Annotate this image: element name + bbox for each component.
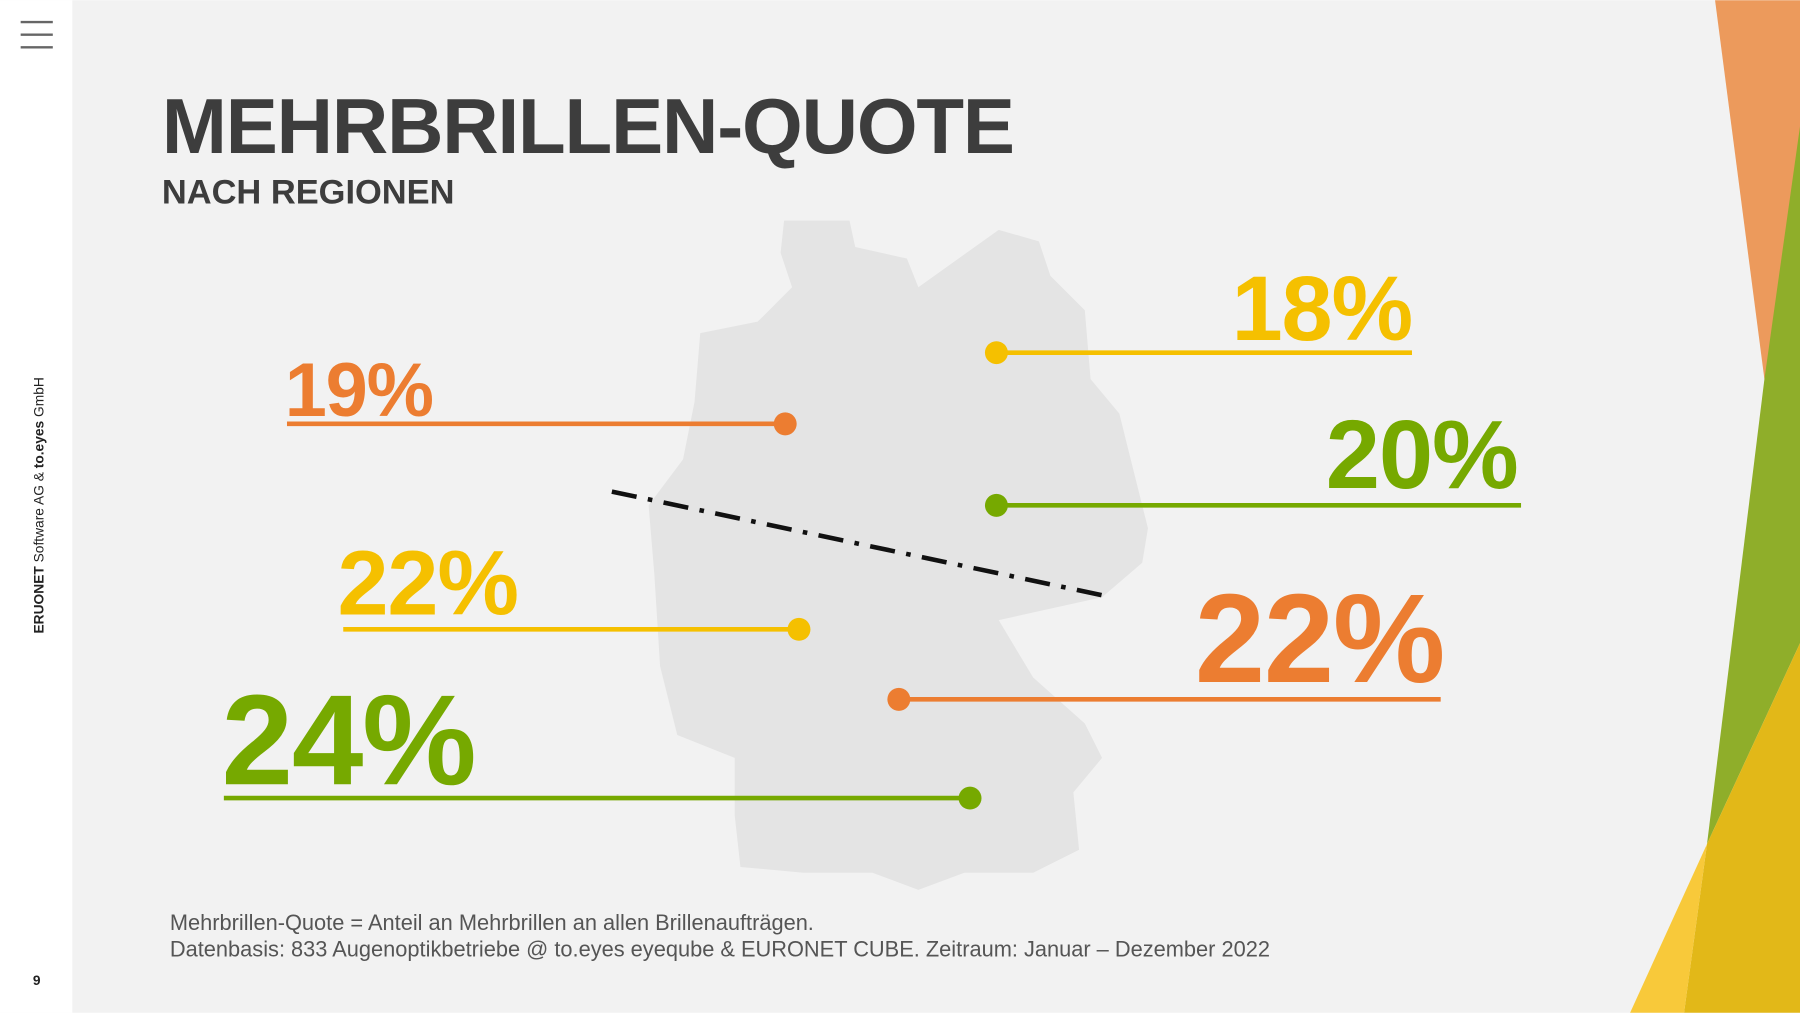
callout-value: 22% — [338, 532, 518, 634]
map — [648, 220, 1148, 890]
callout-value: 19% — [285, 348, 433, 433]
page-number: 9 — [33, 973, 41, 988]
footnote: Mehrbrillen-Quote = Anteil an Mehrbrille… — [170, 910, 814, 935]
menu-icon[interactable] — [20, 20, 53, 49]
subtitle: NACH REGIONEN — [162, 173, 455, 211]
callout-value: 18% — [1232, 258, 1412, 360]
company-line: ERUONET Software AG & to.eyes GmbH — [32, 377, 47, 633]
sidebar — [0, 0, 73, 1013]
callout-value: 24% — [222, 669, 476, 812]
decor — [1684, 643, 1800, 1013]
divider-line — [611, 489, 1112, 600]
company-text: GmbH — [32, 377, 47, 421]
callout-dot — [773, 412, 797, 436]
brand: to.eyes — [32, 420, 47, 468]
callout-dot — [787, 617, 811, 641]
brand: ERUONET — [32, 566, 47, 634]
callout-dot — [958, 786, 982, 810]
footnote: Datenbasis: 833 Augenoptikbetriebe @ to.… — [170, 937, 1270, 962]
callouts: 18% 20% 22% 19% 22% 24% — [222, 258, 1522, 812]
callout-value: 22% — [1195, 568, 1444, 709]
callout-dot — [984, 493, 1008, 517]
title: MEHRBRILLEN-QUOTE — [162, 82, 1014, 170]
decor — [1707, 126, 1800, 844]
company-text: Software AG & — [32, 468, 47, 566]
callout-value: 20% — [1326, 400, 1518, 509]
callout-dot — [984, 341, 1008, 365]
callout-dot — [887, 687, 911, 711]
